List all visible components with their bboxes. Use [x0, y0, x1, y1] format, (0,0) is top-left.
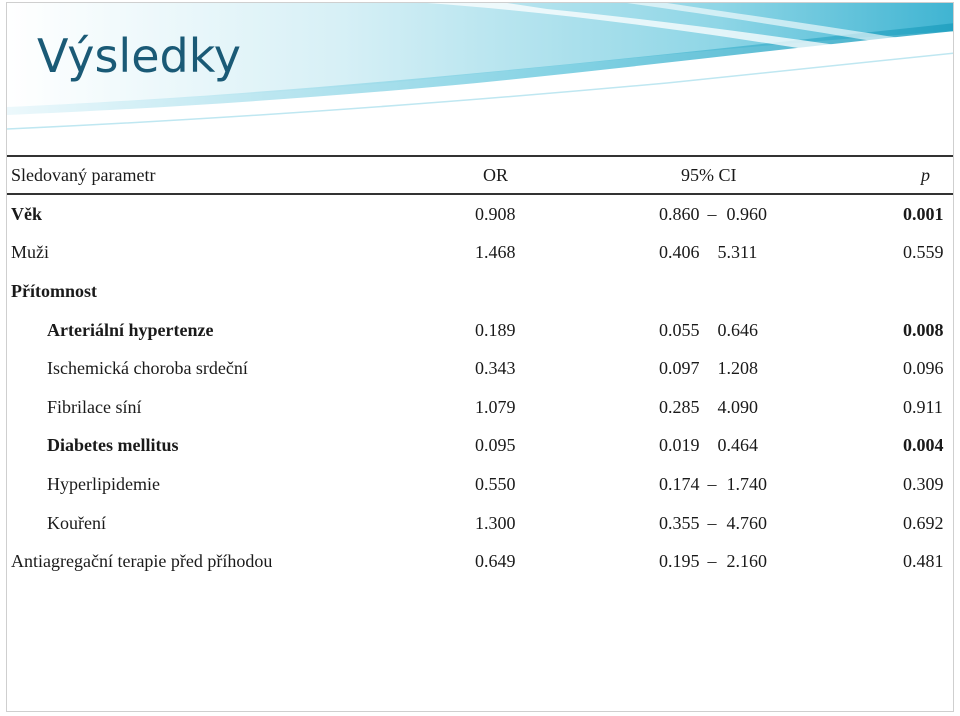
row-ci: 0.019 0.464 [653, 427, 901, 466]
ci-high: 0.960 [726, 203, 768, 224]
row-ci: 0.055 0.646 [653, 311, 901, 350]
ci-dash: – [707, 203, 717, 224]
row-p: 0.004 [903, 435, 944, 456]
ci-high: 0.646 [717, 319, 759, 340]
ci-low: 0.019 [659, 435, 700, 456]
row-label: Arteriální hypertenze [47, 319, 214, 340]
row-label: Ischemická choroba srdeční [47, 358, 248, 379]
header-or: OR [483, 164, 509, 185]
table-row: Kouření 1.300 0.355–4.760 0.692 [7, 504, 953, 543]
row-label: Fibrilace síní [47, 396, 142, 417]
row-p: 0.559 [903, 242, 944, 263]
header-ci: 95% CI [681, 164, 737, 185]
ci-dash: – [707, 551, 717, 572]
results-table-wrap: Sledovaný parametr OR 95% CI p Věk 0.908… [7, 155, 953, 581]
row-p: 0.309 [903, 473, 944, 494]
row-or: 0.095 [475, 435, 516, 456]
row-p: 0.481 [903, 551, 944, 572]
table-row: Antiagregační terapie před příhodou 0.64… [7, 542, 953, 581]
row-or: 0.550 [475, 473, 516, 494]
ci-high: 4.760 [726, 512, 768, 533]
ci-low: 0.174 [659, 473, 700, 494]
row-ci: 0.406 5.311 [653, 234, 901, 273]
ci-low: 0.097 [659, 358, 700, 379]
results-table: Sledovaný parametr OR 95% CI p Věk 0.908… [7, 155, 953, 581]
ci-low: 0.285 [659, 396, 700, 417]
row-p: 0.008 [903, 319, 944, 340]
row-ci: 0.355–4.760 [653, 504, 901, 543]
table-header-row: Sledovaný parametr OR 95% CI p [7, 156, 953, 194]
row-label: Diabetes mellitus [47, 435, 179, 456]
ci-high: 5.311 [717, 242, 758, 263]
ci-low: 0.055 [659, 319, 700, 340]
row-p: 0.001 [903, 203, 944, 224]
row-p [901, 272, 953, 311]
row-or: 1.079 [475, 396, 516, 417]
ci-low: 0.860 [659, 203, 700, 224]
row-ci: 0.285 4.090 [653, 388, 901, 427]
row-ci [653, 272, 901, 311]
row-or: 0.343 [475, 358, 516, 379]
row-or: 1.468 [475, 242, 516, 263]
table-row: Přítomnost [7, 272, 953, 311]
ci-high: 0.464 [717, 435, 759, 456]
ci-low: 0.406 [659, 242, 700, 263]
row-or: 0.649 [475, 551, 516, 572]
ci-high: 1.740 [726, 473, 768, 494]
row-label: Kouření [47, 512, 106, 533]
table-row: Hyperlipidemie 0.550 0.174–1.740 0.309 [7, 465, 953, 504]
row-p: 0.096 [903, 358, 944, 379]
row-ci: 0.097 1.208 [653, 349, 901, 388]
ci-low: 0.355 [659, 512, 700, 533]
slide: Výsledky Sledovaný parametr OR 95% CI p … [6, 2, 954, 712]
row-ci: 0.174–1.740 [653, 465, 901, 504]
table-row: Arteriální hypertenze 0.189 0.055 0.646 0… [7, 311, 953, 350]
row-p: 0.911 [903, 396, 943, 417]
ci-high: 2.160 [726, 551, 768, 572]
row-or: 1.300 [475, 512, 516, 533]
row-or [467, 272, 653, 311]
table-row: Ischemická choroba srdeční 0.343 0.097 1.… [7, 349, 953, 388]
table-row: Fibrilace síní 1.079 0.285 4.090 0.911 [7, 388, 953, 427]
header-param: Sledovaný parametr [11, 164, 156, 185]
header-wave-band: Výsledky [7, 3, 953, 151]
row-ci: 0.195–2.160 [653, 542, 901, 581]
row-label: Muži [11, 242, 49, 263]
table-row: Věk 0.908 0.860–0.960 0.001 [7, 194, 953, 234]
row-label: Hyperlipidemie [47, 473, 160, 494]
table-row: Muži 1.468 0.406 5.311 0.559 [7, 234, 953, 273]
table-row: Diabetes mellitus 0.095 0.019 0.464 0.004 [7, 427, 953, 466]
header-wave-graphic [7, 3, 953, 151]
header-p: p [921, 164, 930, 185]
row-label: Věk [11, 203, 42, 224]
ci-dash: – [707, 512, 717, 533]
ci-high: 4.090 [717, 396, 759, 417]
ci-low: 0.195 [659, 551, 700, 572]
row-label: Přítomnost [11, 280, 97, 301]
row-or: 0.189 [475, 319, 516, 340]
row-label: Antiagregační terapie před příhodou [11, 551, 273, 572]
row-p: 0.692 [903, 512, 944, 533]
row-or: 0.908 [475, 203, 516, 224]
row-ci: 0.860–0.960 [653, 194, 901, 234]
slide-title: Výsledky [37, 29, 241, 83]
ci-high: 1.208 [717, 358, 759, 379]
ci-dash: – [707, 473, 717, 494]
